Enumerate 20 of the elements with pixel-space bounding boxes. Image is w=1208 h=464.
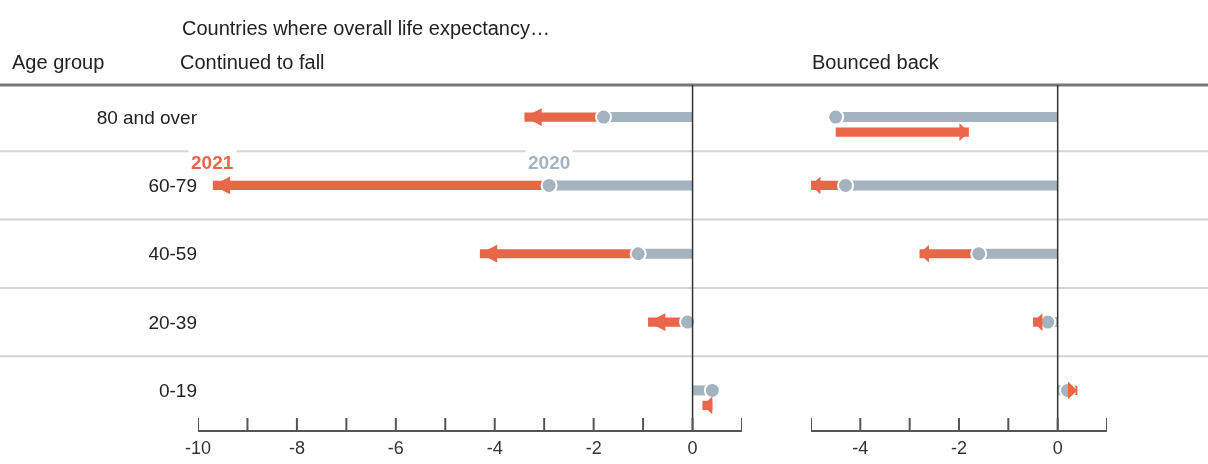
- x-tick-label: 0: [687, 437, 698, 458]
- x-tick-label: -10: [184, 437, 212, 458]
- x-tick-label: -4: [486, 437, 503, 458]
- y-tick-label: 60-79: [148, 175, 197, 197]
- series-label: 2021: [191, 152, 234, 173]
- x-tick-label: -8: [288, 437, 305, 458]
- series-label: 2020: [528, 152, 571, 173]
- chart-title: Bounced back: [812, 51, 940, 73]
- x-tick-label: 0: [1052, 437, 1063, 458]
- y-tick-label: 0-19: [158, 380, 197, 402]
- y-tick-label: 80 and over: [96, 106, 198, 128]
- y-axis-title: Age group: [12, 51, 105, 73]
- x-tick-label: -4: [852, 437, 869, 458]
- x-tick-label: -2: [950, 437, 968, 458]
- x-tick-label: -6: [387, 437, 404, 458]
- y-tick-label: 20-39: [148, 311, 197, 333]
- chart-title: Continued to fall: [180, 51, 325, 73]
- x-tick-label: -2: [585, 437, 602, 458]
- y-tick-label: 40-59: [148, 243, 197, 265]
- text: Countries where overall life expectancy…: [182, 17, 550, 39]
